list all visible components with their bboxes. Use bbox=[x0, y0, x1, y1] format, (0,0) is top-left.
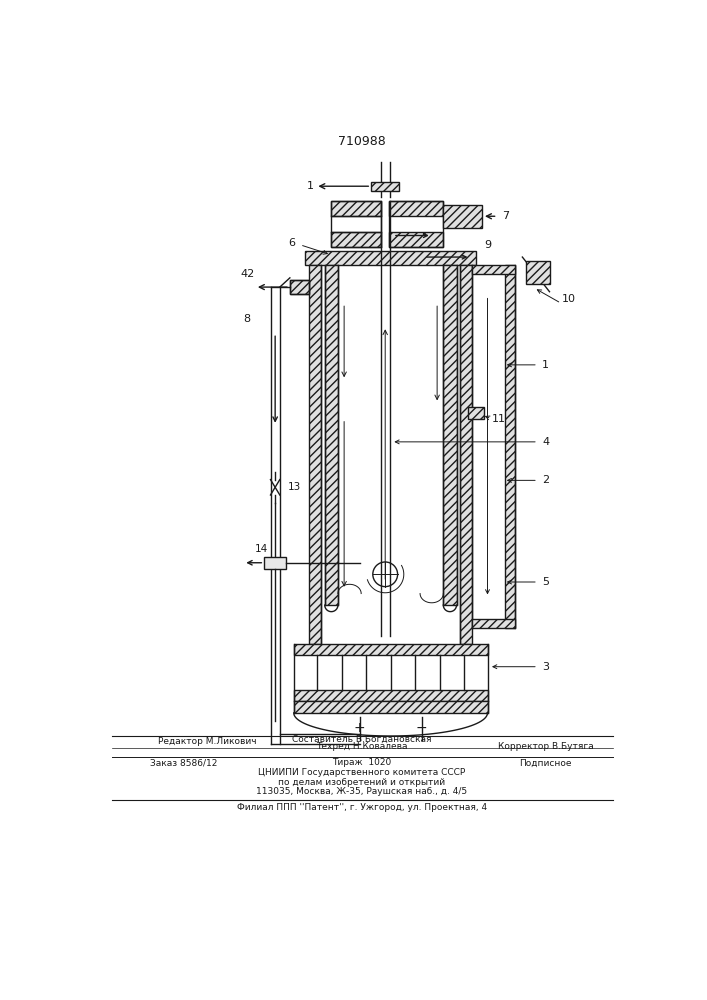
Text: 4: 4 bbox=[542, 437, 549, 447]
Bar bbox=[331, 201, 381, 247]
Bar bbox=[293, 644, 488, 655]
Text: −: − bbox=[416, 721, 428, 735]
Bar bbox=[331, 201, 381, 216]
Bar bbox=[389, 201, 443, 216]
Bar bbox=[290, 280, 309, 294]
Bar bbox=[293, 690, 488, 701]
Text: 5: 5 bbox=[542, 577, 549, 587]
Bar bbox=[526, 261, 549, 284]
Text: 14: 14 bbox=[255, 544, 268, 554]
Bar bbox=[472, 619, 515, 628]
Bar bbox=[389, 201, 443, 247]
Text: Составитель В.Богдановская: Составитель В.Богдановская bbox=[292, 735, 432, 744]
Text: 13: 13 bbox=[288, 482, 300, 492]
Text: по делам изобретений и открытий: по делам изобретений и открытий bbox=[279, 778, 445, 787]
Text: ЦНИИПИ Государственного комитета СССР: ЦНИИПИ Государственного комитета СССР bbox=[258, 768, 466, 777]
Bar bbox=[325, 265, 338, 605]
Bar bbox=[371, 182, 399, 191]
Text: 6: 6 bbox=[288, 238, 296, 248]
Text: 42: 42 bbox=[240, 269, 255, 279]
Text: 113035, Москва, Ж-35, Раушская наб., д. 4/5: 113035, Москва, Ж-35, Раушская наб., д. … bbox=[257, 787, 467, 796]
Bar bbox=[309, 265, 321, 644]
Text: Тираж  1020: Тираж 1020 bbox=[332, 758, 392, 767]
Bar bbox=[293, 701, 488, 713]
Text: 11: 11 bbox=[492, 414, 506, 424]
Text: 1: 1 bbox=[542, 360, 549, 370]
Text: Филиал ППП ''Патент'', г. Ужгород, ул. Проектная, 4: Филиал ППП ''Патент'', г. Ужгород, ул. П… bbox=[237, 803, 487, 812]
Bar bbox=[443, 265, 457, 605]
Text: Корректор В.Бутяга: Корректор В.Бутяга bbox=[498, 742, 593, 751]
Text: 3: 3 bbox=[542, 662, 549, 672]
Bar bbox=[460, 265, 472, 644]
Bar bbox=[472, 265, 515, 274]
Bar bbox=[443, 205, 482, 228]
Text: 710988: 710988 bbox=[338, 135, 386, 148]
Text: 2: 2 bbox=[542, 475, 549, 485]
Bar bbox=[468, 407, 484, 419]
Bar bbox=[264, 557, 286, 569]
Text: 1: 1 bbox=[308, 181, 315, 191]
Text: 9: 9 bbox=[484, 240, 491, 250]
Text: Заказ 8586/12: Заказ 8586/12 bbox=[151, 758, 218, 767]
Bar bbox=[290, 280, 309, 294]
Text: Редактор М.Ликович: Редактор М.Ликович bbox=[158, 737, 257, 746]
Text: 8: 8 bbox=[244, 314, 251, 324]
Text: Техред Н.Ковалева: Техред Н.Ковалева bbox=[316, 742, 408, 751]
Bar bbox=[506, 265, 515, 628]
Text: 7: 7 bbox=[502, 211, 509, 221]
Bar bbox=[389, 232, 443, 247]
Bar bbox=[305, 251, 476, 265]
Bar bbox=[331, 232, 381, 247]
Text: +: + bbox=[354, 721, 366, 735]
Text: 10: 10 bbox=[562, 294, 576, 304]
Text: Подписное: Подписное bbox=[520, 758, 572, 767]
